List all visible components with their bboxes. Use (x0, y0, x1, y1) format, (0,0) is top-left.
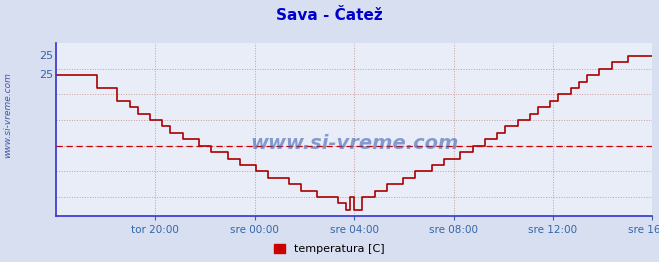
Text: 25: 25 (39, 70, 53, 80)
Text: www.si-vreme.com: www.si-vreme.com (3, 72, 13, 158)
Legend: temperatura [C]: temperatura [C] (272, 242, 387, 256)
Text: 25: 25 (39, 51, 53, 61)
Text: www.si-vreme.com: www.si-vreme.com (250, 134, 459, 153)
Text: Sava - Čatež: Sava - Čatež (276, 8, 383, 23)
